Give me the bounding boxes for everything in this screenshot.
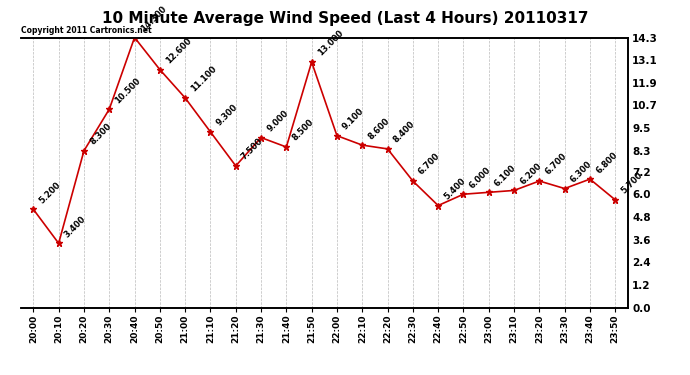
Text: 6.700: 6.700 (544, 152, 569, 177)
Text: 5.700: 5.700 (620, 171, 644, 196)
Text: 10 Minute Average Wind Speed (Last 4 Hours) 20110317: 10 Minute Average Wind Speed (Last 4 Hou… (101, 11, 589, 26)
Text: 13.000: 13.000 (316, 29, 345, 58)
Text: 5.400: 5.400 (442, 176, 467, 201)
Text: 6.800: 6.800 (594, 150, 619, 175)
Text: 9.000: 9.000 (265, 108, 290, 134)
Text: 5.200: 5.200 (37, 180, 63, 205)
Text: 6.300: 6.300 (569, 159, 594, 184)
Text: 10.500: 10.500 (113, 76, 143, 105)
Text: 6.200: 6.200 (518, 161, 543, 186)
Text: 6.000: 6.000 (468, 165, 493, 190)
Text: 8.400: 8.400 (392, 120, 417, 145)
Text: 6.700: 6.700 (417, 152, 442, 177)
Text: 9.100: 9.100 (341, 106, 366, 132)
Text: 11.100: 11.100 (189, 64, 219, 94)
Text: 8.600: 8.600 (366, 116, 391, 141)
Text: 12.600: 12.600 (164, 36, 193, 65)
Text: 9.300: 9.300 (215, 103, 239, 128)
Text: 14.300: 14.300 (139, 4, 168, 33)
Text: 3.400: 3.400 (63, 214, 88, 239)
Text: 7.500: 7.500 (240, 137, 265, 162)
Text: Copyright 2011 Cartronics.net: Copyright 2011 Cartronics.net (21, 26, 151, 35)
Text: 6.100: 6.100 (493, 163, 518, 188)
Text: 8.300: 8.300 (88, 122, 113, 147)
Text: 8.500: 8.500 (290, 118, 315, 143)
